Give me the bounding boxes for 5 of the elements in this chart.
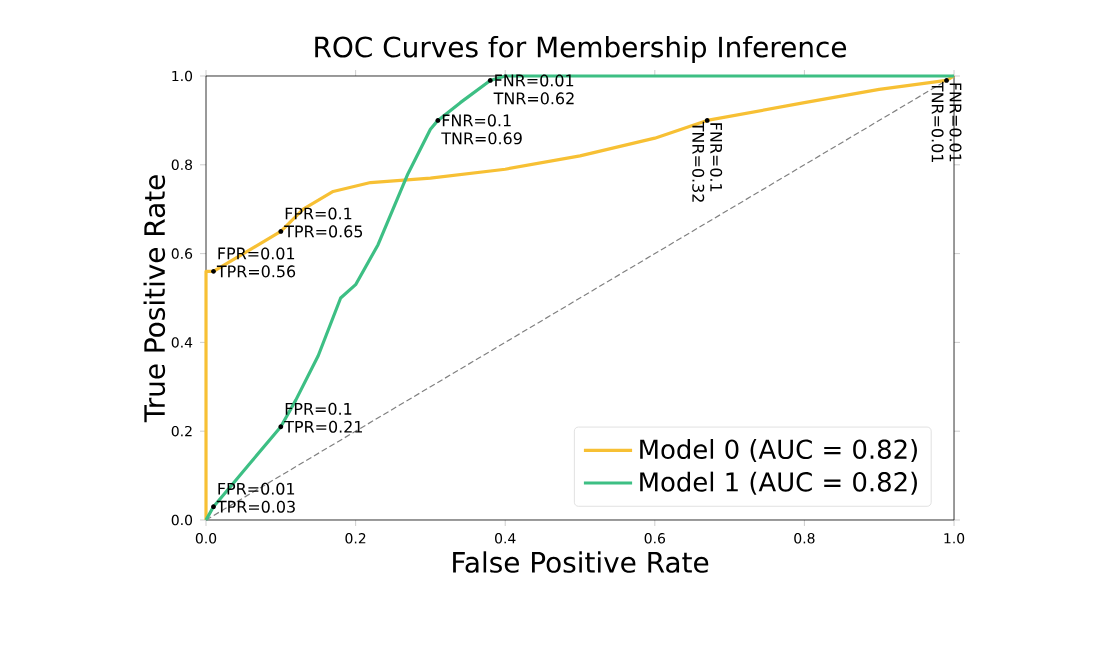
- x-axis-title: False Positive Rate: [453, 551, 709, 573]
- y-axis-title: True Positive Rate: [143, 175, 166, 423]
- legend-label: Model 0 (AUC = 0.82): [640, 439, 917, 463]
- chart-title: ROC Curves for Membership Inference: [315, 35, 847, 63]
- legend-label: Model 1 (AUC = 0.82): [640, 471, 917, 495]
